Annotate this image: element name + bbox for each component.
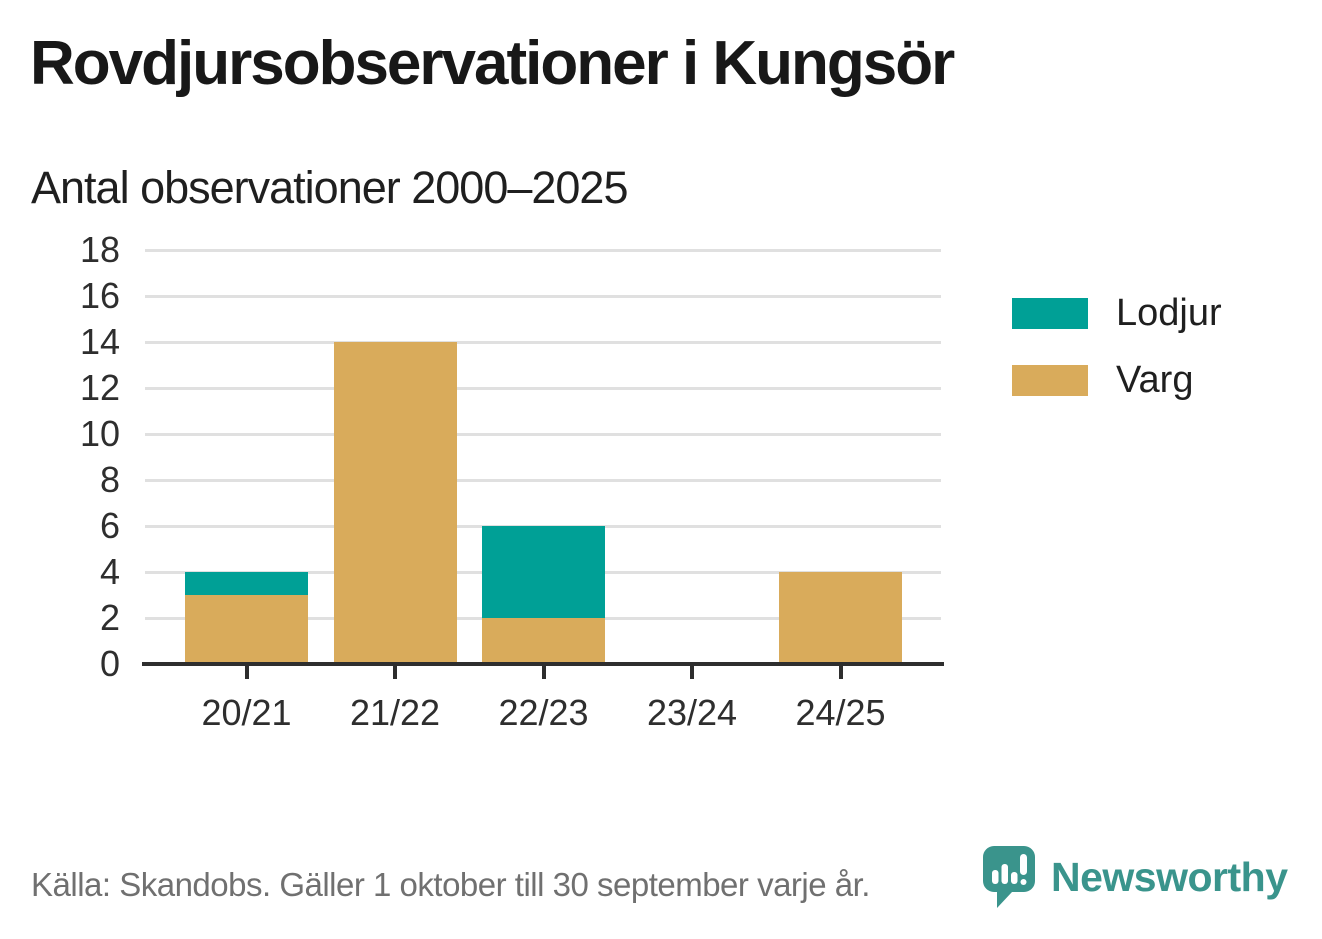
gridline-y-16 (145, 294, 941, 298)
y-axis-label-18: 18 (79, 229, 120, 270)
bar-segment-varg-20-21 (185, 595, 308, 664)
bar-segment-varg-22-23 (482, 618, 605, 664)
x-tick-24-25 (838, 664, 843, 679)
y-axis-label-2: 2 (99, 597, 120, 638)
legend-swatch-varg (1012, 365, 1088, 396)
y-axis-label-6: 6 (99, 505, 120, 546)
x-axis-label-24-25: 24/25 (795, 692, 886, 733)
x-tick-22-23 (541, 664, 546, 679)
x-tick-20-21 (244, 664, 249, 679)
x-axis-label-21-22: 21/22 (349, 692, 441, 733)
gridline-y-18 (145, 248, 941, 252)
y-axis-label-16: 16 (79, 275, 120, 316)
chart-subtitle: Antal observationer 2000–2025 (31, 162, 628, 213)
newsworthy-logo: Newsworthy (983, 846, 1288, 908)
bar-segment-lodjur-20-21 (185, 572, 308, 595)
x-axis-label-22-23: 22/23 (498, 692, 589, 733)
legend-item-varg: Varg (1012, 359, 1222, 402)
y-axis-label-0: 0 (99, 643, 120, 684)
bar-segment-varg-21-22 (333, 342, 457, 664)
newsworthy-wordmark: Newsworthy (1051, 853, 1288, 900)
bar-segment-lodjur-22-23 (482, 526, 605, 618)
gridline-y-14 (145, 340, 941, 344)
x-tick-23-24 (690, 664, 694, 679)
legend-item-lodjur: Lodjur (1012, 292, 1222, 335)
y-axis-label-10: 10 (79, 413, 120, 454)
legend-label-varg: Varg (1116, 359, 1194, 401)
source-note: Källa: Skandobs. Gäller 1 oktober till 3… (31, 866, 870, 903)
x-axis-label-23-24: 23/24 (646, 692, 738, 733)
y-axis-label-14: 14 (79, 321, 120, 362)
gridline-y-8 (145, 478, 941, 482)
y-axis-label-8: 8 (99, 459, 120, 500)
chart-title: Rovdjursobservationer i Kungsör (30, 29, 955, 98)
x-tick-21-22 (393, 664, 397, 679)
legend: Lodjur Varg (1012, 292, 1222, 426)
y-axis-label-12: 12 (79, 367, 120, 408)
gridline-y-10 (145, 432, 941, 436)
bar-segment-varg-24-25 (779, 572, 902, 664)
x-axis-label-20-21: 20/21 (201, 692, 292, 733)
legend-label-lodjur: Lodjur (1116, 292, 1222, 334)
plot-area: 0 2 4 6 8 10 12 14 16 18 20/21 21/22 22/23 23/24 24/25 (80, 229, 944, 733)
gridline-y-12 (145, 386, 941, 390)
y-axis-label-4: 4 (99, 551, 120, 592)
legend-swatch-lodjur (1012, 298, 1088, 329)
speech-bubble-bar-chart-exclamation-icon (983, 846, 1035, 908)
